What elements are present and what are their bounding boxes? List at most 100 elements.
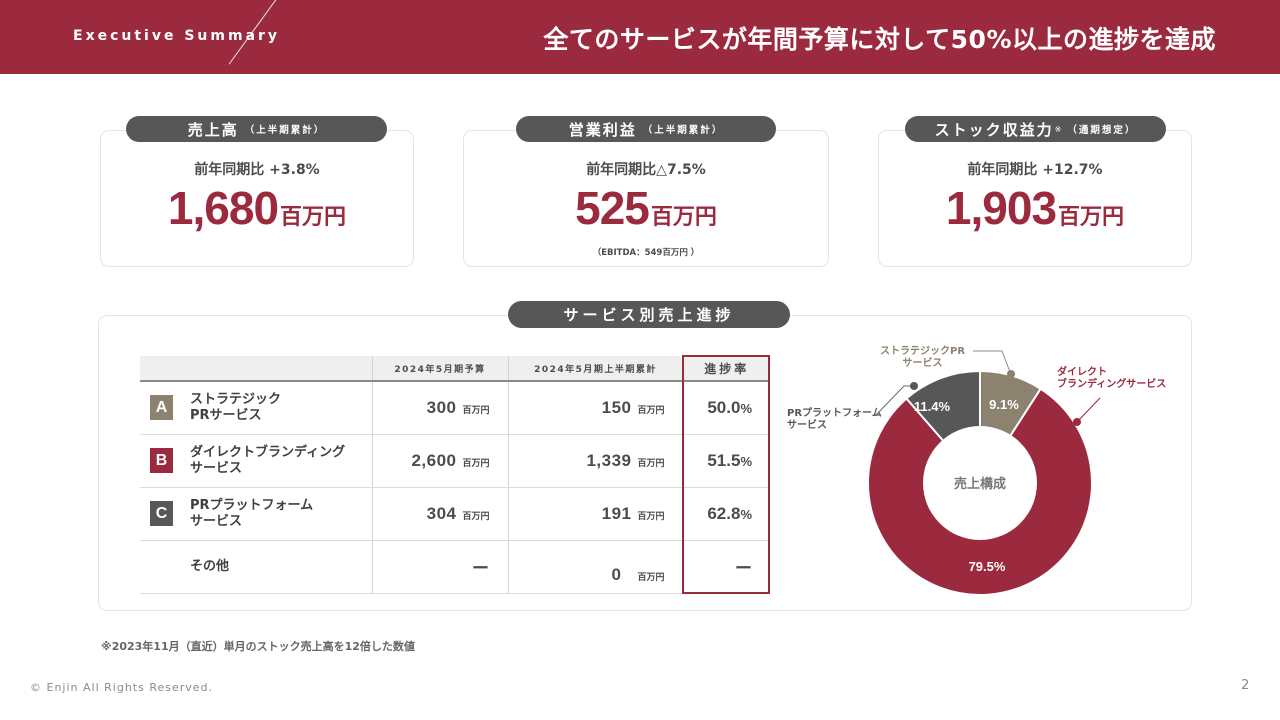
kpi-unit: 百万円 xyxy=(280,205,347,230)
service-name-cell: その他 xyxy=(140,559,372,575)
service-name: その他 xyxy=(190,558,230,574)
service-name-cell: A ストラテジック PRサービス xyxy=(140,392,372,424)
kpi-pill-sales: 売上高 （上半期累計） xyxy=(126,116,387,142)
kpi-pill-operating-profit: 営業利益 （上半期累計） xyxy=(516,116,776,142)
table-header-row: 2024年5月期予算 2024年5月期上半期累計 進捗率 xyxy=(140,356,770,382)
service-name: PRプラットフォーム サービス xyxy=(190,498,313,530)
rate-value: 50.0 xyxy=(707,397,741,417)
kpi-value-row: 1,903 百万円 xyxy=(879,181,1191,235)
kpi-sub-label: （上半期累計） xyxy=(244,125,326,136)
budget-value: 304 xyxy=(426,503,457,523)
callout-label-direct: ダイレクト ブランディングサービス xyxy=(1057,367,1166,391)
service-name: ストラテジック PRサービス xyxy=(190,392,281,424)
kpi-value: 525 xyxy=(575,182,650,234)
service-name: ダイレクトブランディング サービス xyxy=(190,445,345,477)
kpi-note-ebitda: （EBITDA：549百万円 ） xyxy=(592,248,700,258)
kpi-value: 1,680 xyxy=(167,182,279,234)
unit-label: 百万円 xyxy=(462,458,490,469)
kpi-unit: 百万円 xyxy=(650,205,717,230)
rate-unit: % xyxy=(740,453,752,469)
budget-value: 300 xyxy=(426,397,457,417)
budget-cell: 304 百万円 xyxy=(371,487,508,541)
rate-value: 51.5 xyxy=(707,450,741,470)
service-badge: C xyxy=(150,501,173,526)
kpi-sub-label: （通期想定） xyxy=(1067,125,1137,136)
actual-cell: 191 百万円 xyxy=(507,487,683,541)
rate-unit: % xyxy=(740,400,752,416)
budget-cell: 300 百万円 xyxy=(371,381,508,435)
actual-cell: 1,339 百万円 xyxy=(507,434,683,488)
callout-label-platform: PRプラットフォーム サービス xyxy=(787,408,882,432)
kpi-value-row: 1,680 百万円 xyxy=(101,181,413,235)
actual-value: 191 xyxy=(601,503,632,523)
actual-cell: 150 百万円 xyxy=(507,381,683,435)
unit-label: 百万円 xyxy=(637,405,665,416)
footnote: ※2023年11月（直近）単月のストック売上高を12倍した数値 xyxy=(101,640,415,653)
unit-label: 百万円 xyxy=(462,511,490,522)
kpi-value-row: 525 百万円 xyxy=(464,181,828,235)
progress-rate-cell: ー xyxy=(682,540,770,594)
header-progress-rate: 進捗率 xyxy=(682,356,770,382)
progress-rate-cell: 51.5% xyxy=(682,434,770,488)
service-name-cell: C PRプラットフォーム サービス xyxy=(140,498,372,530)
callout-dot-strategic xyxy=(1007,370,1015,378)
kpi-yoy: 前年同期比△7.5% xyxy=(586,162,706,178)
donut-chart-svg: 売上構成 11.4% 9.1% 79.5% xyxy=(867,350,1101,596)
unit-label: 百万円 xyxy=(637,572,665,583)
table-row: B ダイレクトブランディング サービス 2,600 百万円 1,339 百万円 51… xyxy=(140,434,770,488)
callout-line-strategic xyxy=(973,350,1011,373)
service-name-line2: サービス xyxy=(190,513,243,529)
callout-dot-platform xyxy=(910,382,918,390)
kpi-value: 1,903 xyxy=(945,182,1057,234)
slice-label-direct: 79.5% xyxy=(969,559,1006,574)
unit-label: 百万円 xyxy=(462,405,490,416)
slice-label-strategic: 9.1% xyxy=(989,397,1019,412)
table-row: その他 ー 0 百万円 ー xyxy=(140,540,770,594)
kpi-pill-stock-revenue: ストック収益力 ※ （通期想定） xyxy=(905,116,1166,142)
slice-label-platform: 11.4% xyxy=(914,399,951,414)
kpi-yoy: 前年同期比 +12.7% xyxy=(967,162,1103,178)
kpi-yoy: 前年同期比 +3.8% xyxy=(194,162,320,178)
kpi-label: 営業利益 xyxy=(568,120,637,139)
unit-label: 百万円 xyxy=(637,458,665,469)
label-line: ダイレクト xyxy=(1057,367,1107,378)
service-name-line1: ストラテジック xyxy=(190,391,282,407)
header-service xyxy=(140,356,372,382)
service-name-line2: サービス xyxy=(190,460,243,476)
service-name-line1: PRプラットフォーム xyxy=(190,497,314,513)
callout-label-strategic: ストラテジックPR サービス xyxy=(880,346,965,370)
kpi-unit: 百万円 xyxy=(1058,205,1125,230)
table-row: A ストラテジック PRサービス 300 百万円 150 百万円 50.0% xyxy=(140,381,770,435)
footnote-mark: ※ xyxy=(1054,124,1062,134)
label-line: サービス xyxy=(902,358,943,369)
progress-rate-cell: 50.0% xyxy=(682,381,770,435)
kpi-card-sales: 前年同期比 +3.8% 1,680 百万円 xyxy=(100,130,414,267)
actual-value: 1,339 xyxy=(586,450,632,470)
slide-title: 全てのサービスが年間予算に対して50%以上の進捗を達成 xyxy=(543,25,1216,54)
section-label: Executive Summary xyxy=(73,28,281,44)
unit-label: 百万円 xyxy=(637,511,665,522)
label-line: サービス xyxy=(787,420,827,431)
label-line: PRプラットフォーム xyxy=(787,408,882,419)
service-badge: B xyxy=(150,448,173,473)
service-name-line2: PRサービス xyxy=(190,407,262,423)
budget-cell: ー xyxy=(371,540,508,594)
budget-cell: 2,600 百万円 xyxy=(371,434,508,488)
sales-composition-chart: 売上構成 11.4% 9.1% 79.5% ストラテジックPR サービス ダイレ… xyxy=(780,330,1200,610)
copyright: © Enjin All Rights Reserved. xyxy=(30,681,214,694)
callout-line-direct xyxy=(1077,397,1101,422)
callout-dot-direct xyxy=(1073,418,1081,426)
service-name-line1: ダイレクトブランディング xyxy=(190,444,346,460)
label-line: ブランディングサービス xyxy=(1057,379,1167,390)
kpi-sub-label: （上半期累計） xyxy=(642,125,724,136)
page-number: 2 xyxy=(1241,678,1250,693)
kpi-label: 売上高 xyxy=(187,120,239,139)
rate-unit: % xyxy=(740,506,752,522)
actual-value: 150 xyxy=(601,397,632,417)
actual-cell: 0 百万円 xyxy=(507,540,683,594)
service-name-cell: B ダイレクトブランディング サービス xyxy=(140,445,372,477)
slide-header: Executive Summary 全てのサービスが年間予算に対して50%以上の… xyxy=(0,0,1280,74)
kpi-card-stock-revenue: 前年同期比 +12.7% 1,903 百万円 xyxy=(878,130,1192,267)
label-line: ストラテジックPR xyxy=(880,346,966,357)
service-progress-title: サービス別売上進捗 xyxy=(508,301,790,328)
